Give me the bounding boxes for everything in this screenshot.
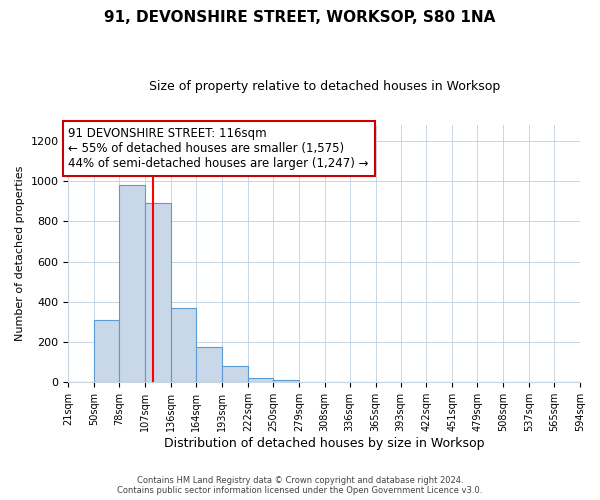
- Y-axis label: Number of detached properties: Number of detached properties: [15, 166, 25, 341]
- Bar: [196, 347, 222, 382]
- X-axis label: Distribution of detached houses by size in Worksop: Distribution of detached houses by size …: [164, 437, 484, 450]
- Bar: [248, 378, 273, 382]
- Bar: [119, 185, 145, 382]
- Text: Contains HM Land Registry data © Crown copyright and database right 2024.
Contai: Contains HM Land Registry data © Crown c…: [118, 476, 482, 495]
- Bar: [171, 308, 196, 382]
- Bar: [145, 203, 171, 382]
- Title: Size of property relative to detached houses in Worksop: Size of property relative to detached ho…: [149, 80, 500, 93]
- Text: 91 DEVONSHIRE STREET: 116sqm
← 55% of detached houses are smaller (1,575)
44% of: 91 DEVONSHIRE STREET: 116sqm ← 55% of de…: [68, 126, 369, 170]
- Text: 91, DEVONSHIRE STREET, WORKSOP, S80 1NA: 91, DEVONSHIRE STREET, WORKSOP, S80 1NA: [104, 10, 496, 25]
- Bar: [273, 380, 299, 382]
- Bar: [222, 366, 248, 382]
- Bar: [94, 320, 119, 382]
